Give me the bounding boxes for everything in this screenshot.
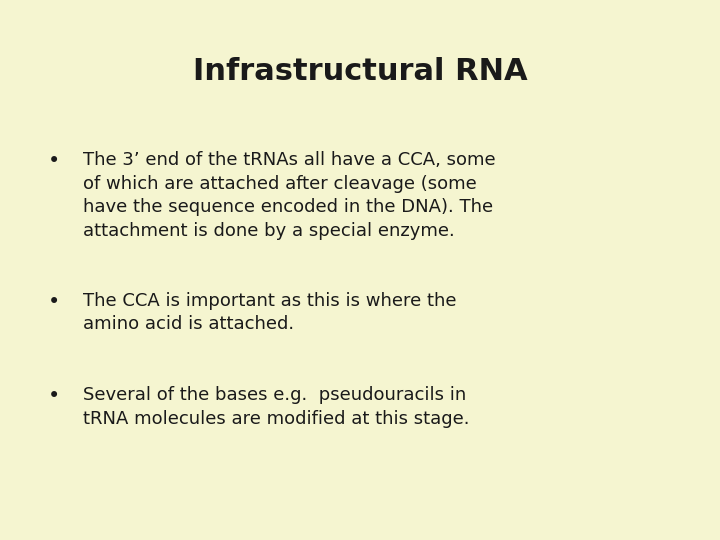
Text: Several of the bases e.g.  pseudouracils in
tRNA molecules are modified at this : Several of the bases e.g. pseudouracils … bbox=[83, 386, 469, 428]
Text: Infrastructural RNA: Infrastructural RNA bbox=[193, 57, 527, 86]
Text: The 3’ end of the tRNAs all have a CCA, some
of which are attached after cleavag: The 3’ end of the tRNAs all have a CCA, … bbox=[83, 151, 495, 240]
Text: •: • bbox=[48, 151, 60, 171]
Text: •: • bbox=[48, 292, 60, 312]
Text: The CCA is important as this is where the
amino acid is attached.: The CCA is important as this is where th… bbox=[83, 292, 456, 333]
Text: •: • bbox=[48, 386, 60, 406]
